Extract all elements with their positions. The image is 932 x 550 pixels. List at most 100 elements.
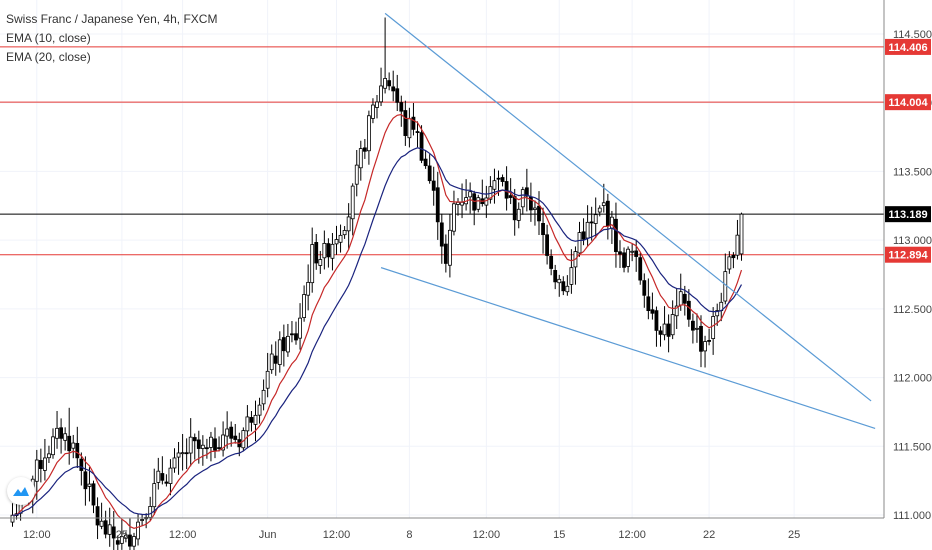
chart-legend: Swiss Franc / Japanese Yen, 4h, FXCM EMA… xyxy=(6,10,217,67)
price-tag xyxy=(885,94,931,111)
trendlines[interactable] xyxy=(380,12,876,429)
candle-body xyxy=(330,243,335,259)
candle-body xyxy=(654,310,659,331)
time-tick-label: 8 xyxy=(406,529,412,541)
candle-body xyxy=(427,165,432,182)
ema-10-line xyxy=(12,113,743,529)
candle-body xyxy=(34,459,39,482)
candle-body xyxy=(593,214,598,224)
candle-body xyxy=(642,280,647,296)
candle-body xyxy=(176,452,181,458)
candle-body xyxy=(285,335,290,353)
candle-body xyxy=(379,85,383,103)
candle-body xyxy=(662,323,667,336)
ema-20-legend[interactable]: EMA (20, close) xyxy=(6,50,91,64)
candle-body xyxy=(213,438,217,451)
candle-body xyxy=(447,229,452,266)
candle-body xyxy=(132,536,136,547)
candle-body xyxy=(686,300,691,320)
candle-body xyxy=(354,164,359,185)
time-tick-label: 25 xyxy=(116,529,128,541)
candle-body xyxy=(375,101,379,108)
candle-body xyxy=(269,353,274,371)
candle-body xyxy=(204,447,209,450)
candle-body xyxy=(160,473,165,481)
candle-body xyxy=(111,526,116,539)
candle-body xyxy=(585,221,590,239)
candle-body xyxy=(366,115,371,152)
cloud-icon xyxy=(13,487,29,496)
price-tick-label: 113.500 xyxy=(893,166,932,178)
candle-body xyxy=(711,316,716,339)
candle-body xyxy=(541,223,545,236)
candle-body xyxy=(626,248,630,267)
candle-body xyxy=(59,427,63,439)
candle-body xyxy=(391,86,396,92)
candle-body xyxy=(257,404,262,416)
candle-body xyxy=(63,433,68,441)
price-tag-label: 113.189 xyxy=(888,209,927,221)
candle-body xyxy=(225,428,230,437)
candle-body xyxy=(670,314,675,336)
candle-body xyxy=(253,414,258,425)
candle-body xyxy=(460,201,464,206)
candle-body xyxy=(38,460,43,469)
candle-body xyxy=(164,481,169,484)
time-tick-label: Jun xyxy=(259,529,277,541)
candle-body xyxy=(727,256,732,270)
candle-body xyxy=(10,514,15,523)
candle-body xyxy=(699,325,703,352)
candle-body xyxy=(79,458,84,471)
candle-body xyxy=(399,102,404,112)
candle-body xyxy=(273,355,278,364)
candle-body xyxy=(577,232,582,254)
time-axis[interactable]: 12:00 25 12:00 Jun 12:00 8 12:00 15 12:00 22 25 xyxy=(23,529,800,541)
candle-body xyxy=(350,185,355,220)
candle-body xyxy=(557,278,562,284)
candle-body xyxy=(233,435,238,440)
candle-body xyxy=(537,205,541,222)
price-tag xyxy=(885,38,931,55)
symbol-title[interactable]: Swiss Franc / Japanese Yen, 4h, FXCM xyxy=(6,12,218,26)
candle-body xyxy=(302,294,307,318)
candle-body xyxy=(371,104,375,119)
price-tag xyxy=(885,246,931,263)
candle-body xyxy=(290,333,294,336)
candle-body xyxy=(666,323,671,337)
candle-body xyxy=(492,180,497,190)
candles xyxy=(10,17,744,550)
candle-body xyxy=(298,317,302,339)
candle-body xyxy=(55,427,59,439)
candle-body xyxy=(148,506,153,518)
tradingview-logo[interactable] xyxy=(7,477,35,505)
candle-body xyxy=(443,243,448,264)
candle-body xyxy=(75,442,80,459)
candle-body xyxy=(99,520,104,527)
price-tag-label: 112.894 xyxy=(888,250,928,262)
time-tick-label: 22 xyxy=(703,529,715,541)
candle-body xyxy=(95,506,100,526)
candle-body xyxy=(500,177,505,182)
candle-body xyxy=(605,200,610,227)
time-tick-label: 12:00 xyxy=(23,529,51,541)
candle-body xyxy=(318,259,323,266)
time-tick-label: 25 xyxy=(788,529,800,541)
candle-body xyxy=(739,213,744,255)
time-tick-label: 12:00 xyxy=(169,529,197,541)
candle-body xyxy=(638,257,643,281)
candle-body xyxy=(415,131,420,133)
candle-body xyxy=(196,439,201,449)
candle-body xyxy=(439,222,444,247)
candle-body xyxy=(124,534,128,539)
candle-body xyxy=(695,327,699,330)
time-tick-label: 12:00 xyxy=(323,529,351,541)
candle-body xyxy=(281,337,286,352)
candle-body xyxy=(569,267,574,285)
candle-body xyxy=(221,434,226,451)
price-tick-label: 114.500 xyxy=(893,29,932,41)
price-tags: 114.406 114.004 113.189 112.894 xyxy=(885,38,931,263)
candle-body xyxy=(128,534,132,547)
candle-body xyxy=(51,436,55,456)
ema-10-legend[interactable]: EMA (10, close) xyxy=(6,31,91,45)
